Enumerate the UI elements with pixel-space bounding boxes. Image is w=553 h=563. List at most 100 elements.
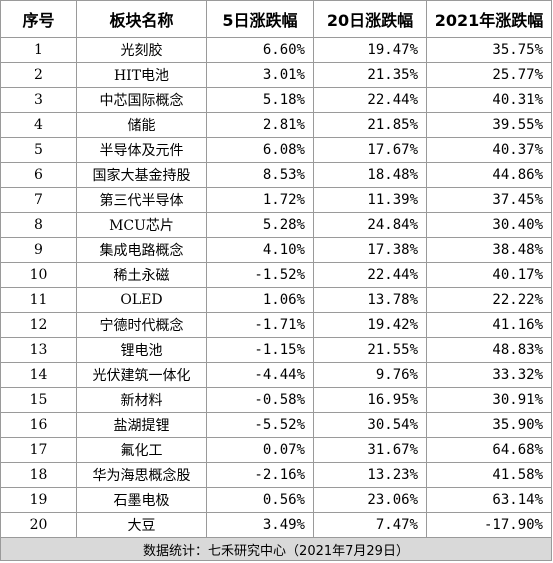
row-2021-change: 30.40%	[426, 212, 552, 238]
table-row: 19 石墨电极 0.56% 23.06% 63.14%	[0, 487, 552, 513]
row-sector-name: 锂电池	[76, 337, 207, 363]
row-20day-change: 11.39%	[313, 187, 427, 213]
row-sector-name: 储能	[76, 112, 207, 138]
table-row: 17 氟化工 0.07% 31.67% 64.68%	[0, 437, 552, 463]
table-row: 15 新材料 -0.58% 16.95% 30.91%	[0, 387, 552, 413]
row-index: 19	[0, 487, 77, 513]
row-5day-change: -1.15%	[206, 337, 314, 363]
row-sector-name: 光伏建筑一体化	[76, 362, 207, 388]
row-20day-change: 21.85%	[313, 112, 427, 138]
row-index: 9	[0, 237, 77, 263]
row-2021-change: 38.48%	[426, 237, 552, 263]
row-index: 13	[0, 337, 77, 363]
table-row: 18 华为海思概念股 -2.16% 13.23% 41.58%	[0, 462, 552, 488]
row-2021-change: 35.75%	[426, 37, 552, 63]
row-20day-change: 30.54%	[313, 412, 427, 438]
row-2021-change: 40.31%	[426, 87, 552, 113]
row-sector-name: 稀土永磁	[76, 262, 207, 288]
table-row: 3 中芯国际概念 5.18% 22.44% 40.31%	[0, 87, 552, 113]
row-sector-name: 宁德时代概念	[76, 312, 207, 338]
row-2021-change: 35.90%	[426, 412, 552, 438]
row-sector-name: MCU芯片	[76, 212, 207, 238]
row-2021-change: 48.83%	[426, 337, 552, 363]
row-index: 8	[0, 212, 77, 238]
row-index: 17	[0, 437, 77, 463]
row-sector-name: 集成电路概念	[76, 237, 207, 263]
row-5day-change: 1.06%	[206, 287, 314, 313]
row-sector-name: 半导体及元件	[76, 137, 207, 163]
row-index: 16	[0, 412, 77, 438]
row-20day-change: 22.44%	[313, 262, 427, 288]
table-row: 5 半导体及元件 6.08% 17.67% 40.37%	[0, 137, 552, 163]
row-5day-change: -1.52%	[206, 262, 314, 288]
row-index: 6	[0, 162, 77, 188]
row-index: 3	[0, 87, 77, 113]
row-5day-change: -2.16%	[206, 462, 314, 488]
table-row: 6 国家大基金持股 8.53% 18.48% 44.86%	[0, 162, 552, 188]
row-sector-name: 国家大基金持股	[76, 162, 207, 188]
row-5day-change: 2.81%	[206, 112, 314, 138]
row-index: 5	[0, 137, 77, 163]
row-sector-name: 盐湖提锂	[76, 412, 207, 438]
row-index: 15	[0, 387, 77, 413]
row-5day-change: 8.53%	[206, 162, 314, 188]
row-20day-change: 13.23%	[313, 462, 427, 488]
row-20day-change: 23.06%	[313, 487, 427, 513]
table-header: 序号 板块名称 5日涨跌幅 20日涨跌幅 2021年涨跌幅	[0, 0, 552, 38]
header-row: 序号 板块名称 5日涨跌幅 20日涨跌幅 2021年涨跌幅	[0, 0, 552, 38]
row-20day-change: 22.44%	[313, 87, 427, 113]
table-row: 8 MCU芯片 5.28% 24.84% 30.40%	[0, 212, 552, 238]
row-2021-change: 40.17%	[426, 262, 552, 288]
header-20day-change: 20日涨跌幅	[313, 0, 427, 38]
row-5day-change: 5.18%	[206, 87, 314, 113]
row-2021-change: 22.22%	[426, 287, 552, 313]
row-20day-change: 19.47%	[313, 37, 427, 63]
row-sector-name: 第三代半导体	[76, 187, 207, 213]
row-20day-change: 17.67%	[313, 137, 427, 163]
row-5day-change: 0.07%	[206, 437, 314, 463]
row-20day-change: 19.42%	[313, 312, 427, 338]
row-sector-name: HIT电池	[76, 62, 207, 88]
row-20day-change: 21.55%	[313, 337, 427, 363]
table-row: 10 稀土永磁 -1.52% 22.44% 40.17%	[0, 262, 552, 288]
table-row: 9 集成电路概念 4.10% 17.38% 38.48%	[0, 237, 552, 263]
row-5day-change: 4.10%	[206, 237, 314, 263]
row-index: 4	[0, 112, 77, 138]
row-index: 10	[0, 262, 77, 288]
row-index: 20	[0, 512, 77, 538]
row-index: 18	[0, 462, 77, 488]
table-row: 12 宁德时代概念 -1.71% 19.42% 41.16%	[0, 312, 552, 338]
row-2021-change: 64.68%	[426, 437, 552, 463]
row-20day-change: 17.38%	[313, 237, 427, 263]
row-5day-change: 6.60%	[206, 37, 314, 63]
data-source-note: 数据统计：七禾研究中心（2021年7月29日）	[0, 537, 552, 561]
row-5day-change: 5.28%	[206, 212, 314, 238]
table-row: 7 第三代半导体 1.72% 11.39% 37.45%	[0, 187, 552, 213]
table-row: 13 锂电池 -1.15% 21.55% 48.83%	[0, 337, 552, 363]
row-sector-name: 石墨电极	[76, 487, 207, 513]
row-5day-change: 3.01%	[206, 62, 314, 88]
row-5day-change: 6.08%	[206, 137, 314, 163]
row-sector-name: OLED	[76, 287, 207, 313]
footer-row: 数据统计：七禾研究中心（2021年7月29日）	[0, 537, 552, 561]
row-5day-change: -0.58%	[206, 387, 314, 413]
row-20day-change: 18.48%	[313, 162, 427, 188]
header-2021-change: 2021年涨跌幅	[426, 0, 552, 38]
row-2021-change: 25.77%	[426, 62, 552, 88]
table-footer: 数据统计：七禾研究中心（2021年7月29日）	[0, 537, 552, 561]
row-2021-change: -17.90%	[426, 512, 552, 538]
row-2021-change: 40.37%	[426, 137, 552, 163]
table-row: 1 光刻胶 6.60% 19.47% 35.75%	[0, 37, 552, 63]
row-20day-change: 16.95%	[313, 387, 427, 413]
row-20day-change: 31.67%	[313, 437, 427, 463]
row-5day-change: 3.49%	[206, 512, 314, 538]
table-row: 2 HIT电池 3.01% 21.35% 25.77%	[0, 62, 552, 88]
row-20day-change: 7.47%	[313, 512, 427, 538]
row-2021-change: 39.55%	[426, 112, 552, 138]
row-index: 11	[0, 287, 77, 313]
row-sector-name: 新材料	[76, 387, 207, 413]
row-sector-name: 氟化工	[76, 437, 207, 463]
row-2021-change: 41.58%	[426, 462, 552, 488]
row-5day-change: -1.71%	[206, 312, 314, 338]
